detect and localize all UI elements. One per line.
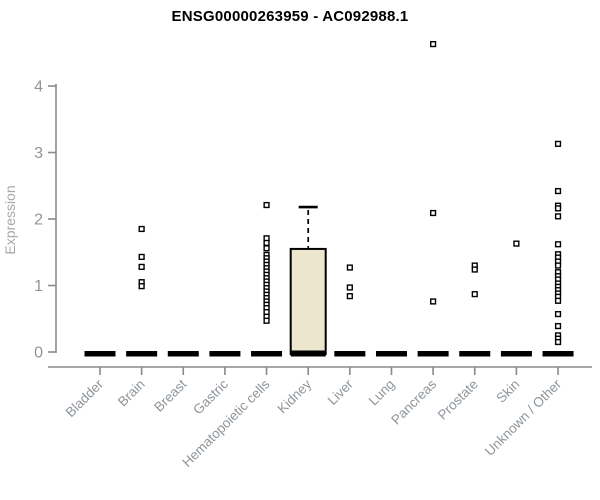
median-line [290, 350, 326, 357]
x-tick-label: Bladder [63, 376, 107, 420]
x-tick-label: Gastric [190, 376, 231, 417]
median-line [167, 351, 199, 357]
x-tick-label: Skin [493, 377, 522, 406]
outlier-point [554, 205, 562, 212]
x-tick-label: Breast [151, 376, 189, 414]
median-line [417, 351, 449, 357]
outlier-point [554, 213, 562, 220]
outlier-point [430, 41, 437, 48]
box [289, 247, 327, 355]
outlier-point [263, 239, 270, 247]
outlier-point [430, 298, 437, 305]
outlier-point [554, 297, 562, 304]
outlier-point [138, 225, 145, 233]
outlier-point [554, 140, 562, 147]
outlier-point [346, 293, 353, 300]
chart-title: ENSG00000263959 - AC092988.1 [171, 8, 409, 25]
outlier-point [471, 266, 478, 273]
outlier-point [263, 201, 270, 209]
median-line [542, 351, 574, 357]
median-line [459, 351, 491, 357]
x-tick-label: Prostate [435, 377, 481, 423]
outlier-point [430, 209, 437, 217]
median-line [251, 351, 283, 357]
median-line [209, 351, 241, 357]
x-tick-label: Kidney [275, 376, 315, 416]
x-tick-label: Pancreas [388, 376, 439, 427]
outlier-point [554, 338, 562, 346]
outlier-point [138, 253, 145, 261]
y-tick-label: 2 [34, 212, 43, 229]
outlier-point [554, 262, 562, 269]
outlier-point [346, 284, 353, 291]
outlier-point [554, 241, 562, 248]
x-tick-label: Unknown / Other [482, 376, 565, 459]
outlier-point [513, 240, 520, 247]
y-tick-label: 4 [34, 79, 43, 96]
outlier-point [554, 310, 562, 318]
median-line [334, 351, 366, 357]
median-line [375, 351, 407, 357]
y-tick-label: 0 [34, 345, 43, 362]
median-line [84, 351, 116, 357]
outlier-point [471, 291, 478, 298]
y-tick-label: 3 [34, 145, 43, 162]
outlier-point [554, 322, 562, 330]
y-tick-label: 1 [34, 278, 43, 295]
median-line [500, 351, 532, 357]
median-line [126, 351, 158, 357]
outlier-point [138, 283, 145, 290]
x-tick-label: Brain [115, 377, 148, 410]
outlier-point [138, 263, 145, 270]
x-tick-label: Liver [325, 376, 357, 408]
x-tick-label: Lung [366, 377, 398, 409]
outlier-point [346, 264, 353, 271]
outlier-point [554, 187, 562, 195]
y-axis-title: Expression [2, 185, 18, 254]
outlier-point [263, 317, 270, 324]
outlier-point [263, 245, 270, 252]
